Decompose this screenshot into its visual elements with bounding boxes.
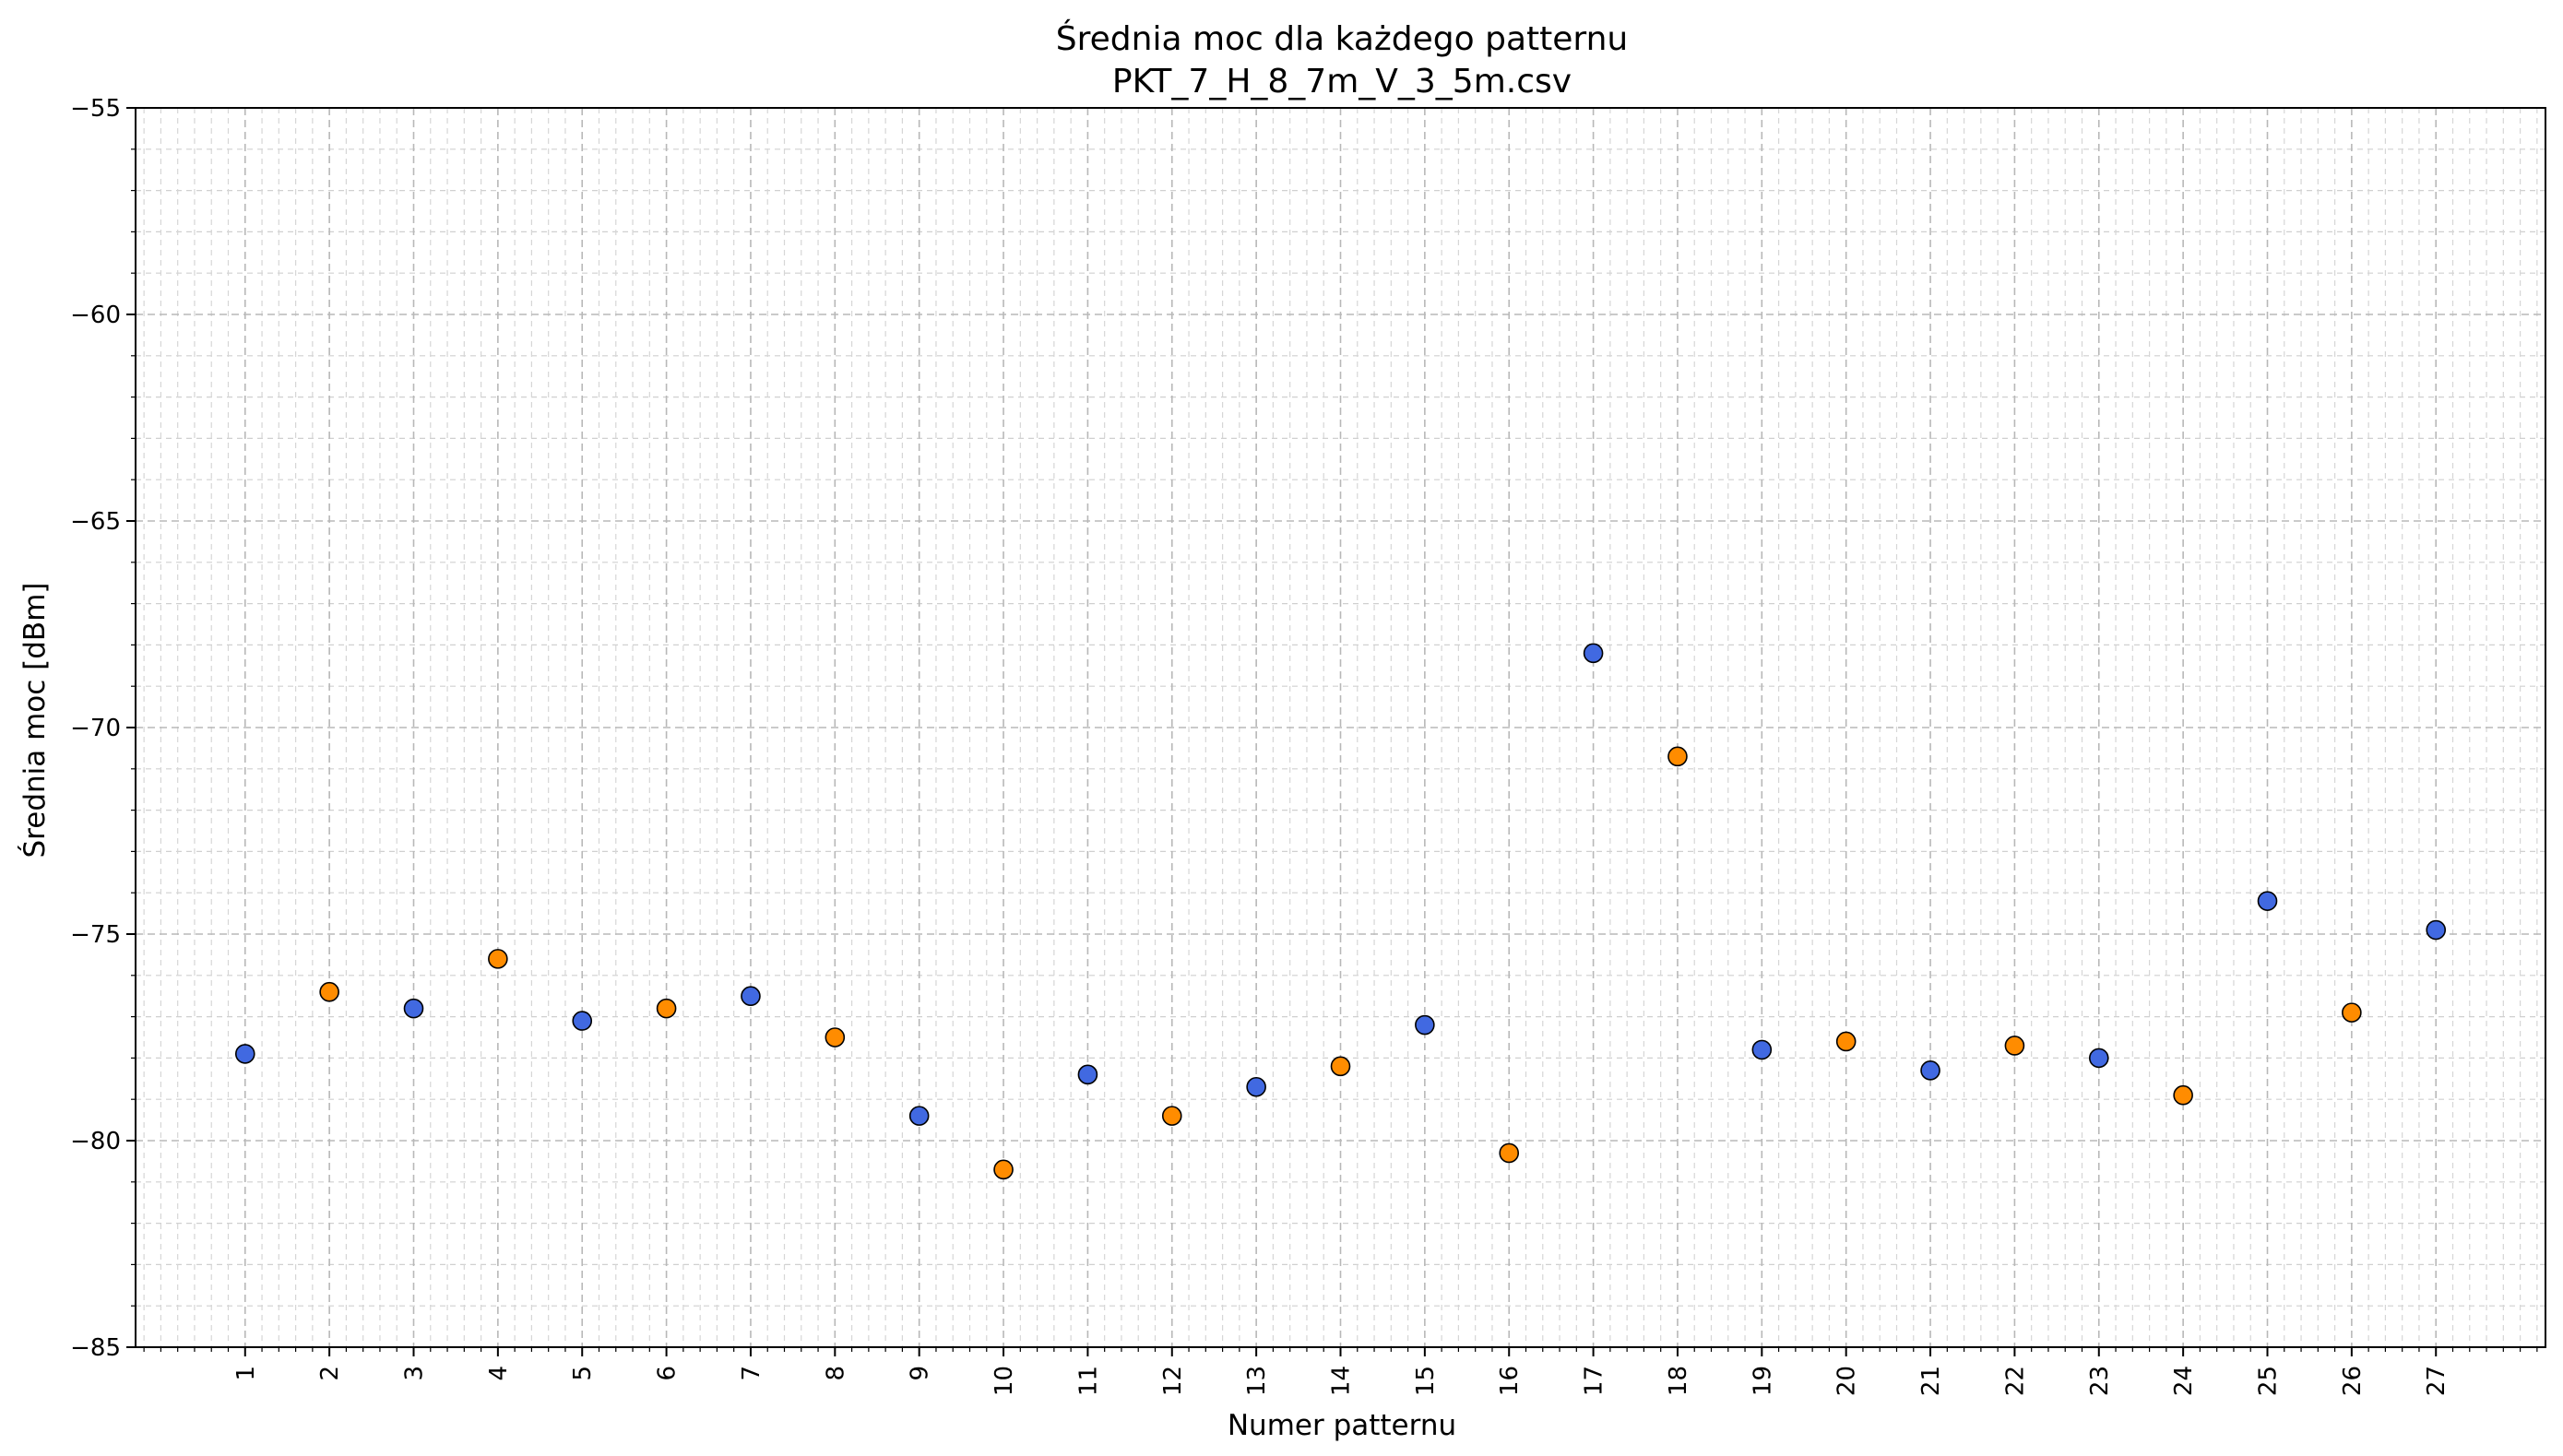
x-tick-label: 11: [1074, 1366, 1102, 1396]
data-point: [741, 986, 761, 1006]
x-tick-label: 2: [316, 1366, 344, 1381]
x-tick-label: 25: [2255, 1366, 2283, 1396]
data-point: [2088, 1048, 2109, 1069]
x-tick-label: 14: [1328, 1366, 1356, 1396]
data-point: [1667, 746, 1688, 767]
x-tick-label: 19: [1749, 1366, 1776, 1396]
x-tick-label: 27: [2423, 1366, 2450, 1396]
data-point: [656, 998, 677, 1019]
x-tick-label: 21: [1917, 1366, 1945, 1396]
data-point: [1246, 1076, 1266, 1097]
x-tick-label: 16: [1496, 1366, 1524, 1396]
data-point: [2257, 891, 2278, 911]
data-point: [488, 949, 508, 969]
y-tick-label: −55: [70, 95, 121, 123]
x-tick-label: 8: [822, 1366, 849, 1381]
data-point: [993, 1159, 1014, 1180]
x-tick-label: 7: [738, 1366, 765, 1381]
chart-subtitle: PKT_7_H_8_7m_V_3_5m.csv: [1112, 63, 1572, 101]
data-point: [234, 1044, 255, 1064]
x-tick-label: 10: [991, 1366, 1018, 1396]
y-axis: −55 −60 −65 −70 −75 −80 −85: [70, 95, 136, 1362]
data-point: [908, 1106, 930, 1126]
data-points: [234, 643, 2447, 1180]
x-tick-label: 24: [2170, 1366, 2198, 1396]
data-point: [319, 981, 339, 1002]
chart-title: Średnia moc dla każdego patternu: [1056, 19, 1628, 58]
x-tick-label: 20: [1833, 1366, 1861, 1396]
x-tick-label: 5: [569, 1366, 597, 1381]
x-tick-label: 22: [2001, 1366, 2029, 1396]
data-point: [572, 1011, 593, 1031]
data-point: [1920, 1060, 1940, 1081]
data-point: [1415, 1014, 1435, 1036]
data-point: [1161, 1106, 1182, 1126]
x-tick-label: 13: [1243, 1366, 1271, 1396]
y-tick-label: −65: [70, 508, 121, 536]
x-axis: 1 2 3 4 5 6 7 8 9 10 11 12 13 14 15 16 17 18 19 20 21 22 23 24 2…: [143, 1347, 2538, 1396]
data-point: [825, 1027, 846, 1048]
data-point: [2173, 1084, 2193, 1106]
x-tick-label: 15: [1412, 1366, 1440, 1396]
data-point: [1499, 1142, 1520, 1164]
y-tick-label: −80: [70, 1128, 121, 1155]
data-point: [2342, 1002, 2362, 1023]
y-tick-label: −60: [70, 302, 121, 329]
x-tick-label: 17: [1581, 1366, 1608, 1396]
x-tick-label: 18: [1665, 1366, 1692, 1396]
x-tick-label: 3: [401, 1366, 429, 1381]
data-point: [1330, 1056, 1351, 1077]
data-point: [2426, 919, 2447, 941]
x-tick-label: 9: [907, 1366, 934, 1381]
data-point: [403, 998, 424, 1019]
data-point: [1751, 1039, 1773, 1060]
x-tick-label: 4: [485, 1366, 513, 1381]
x-tick-label: 1: [232, 1366, 260, 1381]
data-point: [1077, 1064, 1098, 1085]
major-grid: [136, 107, 2545, 1348]
data-point: [1583, 643, 1604, 664]
x-tick-label: 12: [1159, 1366, 1187, 1396]
data-point: [2004, 1036, 2025, 1056]
x-tick-label: 6: [654, 1366, 682, 1381]
x-tick-label: 26: [2339, 1366, 2367, 1396]
y-tick-label: −85: [70, 1334, 121, 1362]
y-tick-label: −75: [70, 921, 121, 949]
y-tick-label: −70: [70, 715, 121, 742]
y-axis-label: Średnia moc [dBm]: [18, 583, 52, 858]
x-tick-label: 23: [2086, 1366, 2114, 1396]
x-axis-label: Numer patternu: [1228, 1409, 1456, 1442]
data-point: [1835, 1031, 1857, 1052]
